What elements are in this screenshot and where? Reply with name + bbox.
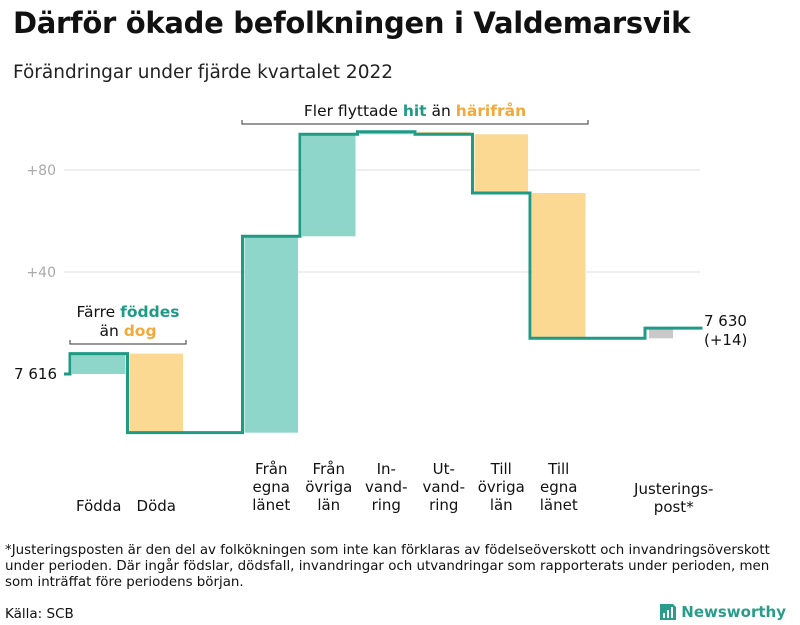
group-annotation: Fler flyttade hit än härifrån [304, 101, 526, 120]
category-label: Födda [76, 497, 122, 515]
start-value-label: 7 616 [14, 365, 57, 383]
category-label: Till [490, 460, 512, 478]
category-label: övriga [305, 478, 352, 496]
category-label: län [490, 496, 513, 514]
category-label: egna [253, 478, 290, 496]
group-annotation-line2: än dog [99, 322, 156, 340]
waterfall-bar [129, 353, 183, 433]
group-bracket [69, 340, 187, 345]
waterfall-bar [72, 353, 126, 374]
waterfall-bar [532, 192, 586, 339]
chart-title: Därför ökade befolkningen i Valdemarsvik [13, 6, 691, 40]
footnote: *Justeringsposten är den del av folkökni… [5, 543, 770, 590]
category-label: länet [540, 496, 578, 514]
category-label: Justerings- [633, 480, 713, 498]
category-label: post* [654, 498, 694, 516]
brand-logo: Newsworthy [660, 603, 786, 621]
brand-name: Newsworthy [681, 603, 786, 621]
end-value-label: 7 630 [704, 312, 747, 330]
category-label: Döda [137, 497, 176, 515]
waterfall-bar [649, 328, 673, 339]
category-label: vand- [422, 478, 465, 496]
group-annotation-line1: Färre föddes [77, 303, 180, 321]
group-bracket [241, 120, 589, 125]
end-change-label: (+14) [704, 331, 747, 349]
category-label: län [317, 496, 340, 514]
y-tick-label: +40 [26, 265, 56, 281]
category-label: vand- [365, 478, 408, 496]
cumulative-step-line [64, 130, 703, 435]
category-label: ring [372, 496, 401, 514]
chart-subtitle: Förändringar under fjärde kvartalet 2022 [13, 62, 394, 83]
newsworthy-logo-icon [660, 604, 677, 620]
category-label: övriga [478, 478, 525, 496]
waterfall-bar [474, 134, 528, 193]
category-label: Från [313, 460, 345, 478]
category-label: Till [547, 460, 569, 478]
waterfall-bar [244, 236, 298, 433]
category-label: egna [540, 478, 577, 496]
category-label: länet [252, 496, 290, 514]
category-label: In- [377, 460, 396, 478]
source-note: Källa: SCB [5, 606, 74, 622]
category-label: ring [429, 496, 458, 514]
category-label: Ut- [433, 460, 455, 478]
waterfall-bar [302, 134, 356, 237]
y-tick-label: +80 [26, 163, 56, 179]
category-label: Från [255, 460, 287, 478]
